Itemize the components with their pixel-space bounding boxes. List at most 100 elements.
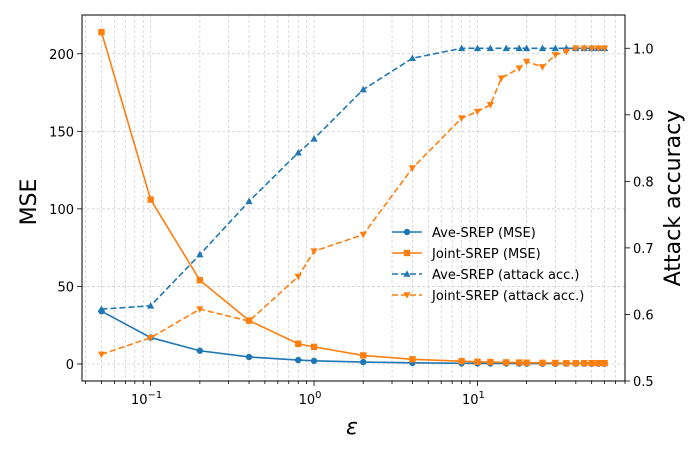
data-point [601,359,608,367]
y-right-tick-label: 0.5 [633,375,654,390]
y-left-tick-label: 100 [49,203,74,218]
data-point [595,359,602,367]
series-joint-srep-mse [98,28,608,367]
data-point [572,359,580,367]
data-point [408,165,417,172]
data-point [572,45,580,53]
data-point [147,302,155,309]
data-point [458,115,466,122]
y-left-tick-label: 200 [49,48,74,63]
series-line [101,310,605,365]
data-point [515,65,523,73]
data-point [563,359,570,367]
plot-frame [81,14,626,382]
y-left-tick-label: 0 [66,358,74,373]
data-point [594,45,603,53]
data-point [515,359,523,366]
data-point [486,102,494,109]
data-point [147,334,155,342]
data-point [600,45,609,53]
data-point [486,44,494,52]
data-point [515,44,523,52]
data-point [538,44,547,52]
legend-label: Ave-SREP (MSE) [432,226,536,241]
data-point [551,52,560,59]
x-axis-label: ε [346,415,358,440]
data-point [551,44,560,52]
y-right-tick-label: 0.9 [633,109,654,124]
data-point [523,44,531,52]
data-point [97,351,106,359]
data-point [588,359,595,367]
data-point [294,273,302,281]
y-axis-label-right: Attack accuracy [661,110,686,286]
data-point [458,357,465,365]
data-point [473,108,482,116]
data-point [458,44,466,52]
data-point [310,343,318,351]
data-point [310,134,318,142]
data-point [245,318,253,325]
data-point [474,358,481,365]
series-joint-srep-attack-acc [97,45,609,359]
y-right-tick-label: 0.7 [633,242,654,257]
data-point [502,44,510,52]
data-point [409,356,416,363]
axes-layer: 0 50 100 150 200 0.5 0.6 0.7 0.8 0.9 1.0 10−1 100 101 [49,42,654,408]
x-tick-label: 101 [462,390,485,408]
legend-marker [403,228,411,236]
data-point [310,357,318,365]
data-point [552,359,559,367]
data-point [245,197,253,205]
data-point [487,358,494,366]
data-point [310,248,318,256]
data-point [497,75,505,83]
y-left-tick-label: 150 [49,125,74,140]
data-point [473,44,482,52]
legend-label: Ave-SREP (attack acc.) [432,268,579,283]
data-point [98,28,105,36]
data-point [523,58,531,66]
data-point [295,340,302,347]
data-point [245,353,253,361]
data-point [359,85,367,93]
x-tick-label: 10−1 [131,390,162,408]
series-line [101,47,605,356]
legend: Ave-SREP (MSE) Joint-SREP (MSE) Ave-SREP (… [392,226,584,304]
legend-marker [403,292,411,299]
data-point [562,48,570,56]
y-right-tick-label: 1.0 [633,42,654,57]
data-point [147,196,154,203]
data-point [408,54,417,62]
series-line [100,31,605,364]
data-point [580,45,588,53]
data-point [580,359,588,367]
y-right-tick-label: 0.6 [633,308,654,323]
data-point [359,231,367,239]
data-point [360,352,367,359]
data-point [503,359,510,366]
data-point [539,359,546,367]
data-point [196,250,204,258]
series-line [101,47,605,310]
data-point [97,305,106,312]
grid-layer [82,15,626,381]
data-point [538,64,547,71]
legend-item: Joint-SREP (MSE) [392,247,541,262]
data-point [588,45,596,53]
legend-item: Ave-SREP (attack acc.) [392,268,579,283]
y-axis-label-left: MSE [17,179,42,226]
legend-label: Joint-SREP (MSE) [431,247,541,262]
data-point [294,148,302,156]
legend-label: Joint-SREP (attack acc.) [431,289,584,304]
data-point [523,359,530,366]
data-point [360,358,367,366]
legend-marker [403,270,411,277]
x-tick-label: 100 [299,390,322,408]
series-layer [97,28,609,367]
data-point [196,276,204,284]
data-point [196,306,204,313]
series-ave-srep-mse [98,308,608,367]
legend-item: Joint-SREP (attack acc.) [392,289,584,304]
